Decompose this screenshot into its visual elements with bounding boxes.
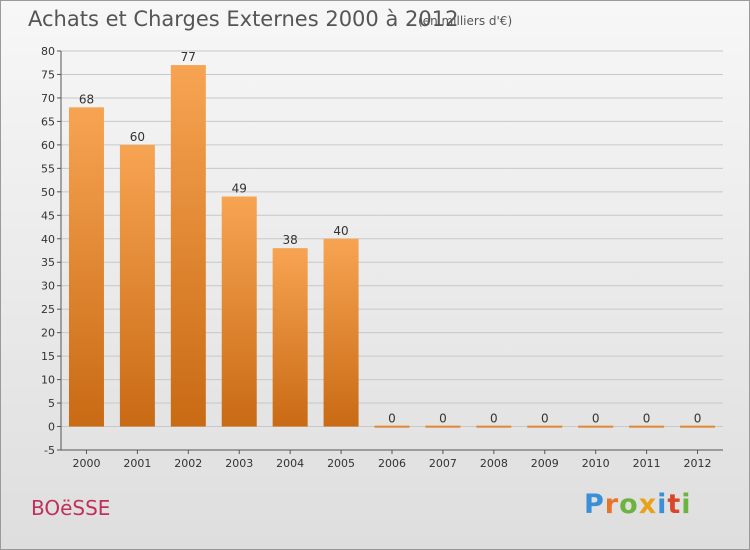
x-tick-label: 2009 [531,457,559,470]
y-tick-label: 5 [48,397,55,410]
x-tick-label: 2001 [123,457,151,470]
x-tick-label: 2004 [276,457,304,470]
bar-2010 [578,425,614,428]
logo-letter: o [619,489,639,520]
x-tick-label: 2006 [378,457,406,470]
x-tick-label: 2000 [72,457,100,470]
logo-letter: i [681,489,692,520]
proxiti-logo: Proxiti [584,489,692,520]
y-tick-label: -5 [44,444,55,457]
x-tick-label: 2003 [225,457,253,470]
data-label: 0 [541,412,549,426]
y-tick-label: 15 [41,350,55,363]
chart-title: Achats et Charges Externes 2000 à 2012 [28,7,459,31]
bar-2002 [170,65,206,427]
data-label: 0 [388,412,396,426]
commune-name: BOëSSE [31,496,111,520]
y-tick-label: 80 [41,45,55,58]
x-tick-label: 2010 [582,457,610,470]
bar-2001 [119,144,155,427]
data-label: 68 [79,92,94,106]
logo-letter: x [638,489,658,520]
x-tick-label: 2005 [327,457,355,470]
bar-2004 [272,248,308,427]
data-label: 38 [283,233,298,247]
logo-letter: i [657,489,668,520]
bar-2009 [527,425,563,428]
logo-letter: t [667,489,682,520]
bar-2003 [221,196,257,427]
data-label: 0 [439,412,447,426]
y-tick-label: 75 [41,68,55,81]
x-tick-label: 2011 [633,457,661,470]
y-tick-label: 40 [41,233,55,246]
data-label: 49 [232,182,247,196]
bar-2005 [323,238,359,427]
y-tick-label: 30 [41,280,55,293]
x-tick-label: 2012 [684,457,712,470]
y-tick-label: 0 [48,421,55,434]
data-label: 40 [333,224,348,238]
x-tick-label: 2002 [174,457,202,470]
data-label: 77 [181,50,196,64]
data-label: 0 [643,412,651,426]
y-tick-label: 45 [41,209,55,222]
axes: -5 0 5 10 15 20 25 30 35 40 45 50 55 60 65 70 75 80 2000 20… [41,45,723,470]
data-label: 0 [490,412,498,426]
logo-letter: r [604,489,620,520]
y-tick-label: 25 [41,303,55,316]
logo-letter: P [584,489,605,520]
y-tick-label: 35 [41,256,55,269]
bar-2006 [374,425,410,428]
y-tick-label: 55 [41,162,55,175]
bars [68,65,716,428]
bar-2012 [680,425,716,428]
y-tick-label: 20 [41,327,55,340]
data-labels: 68 60 77 49 38 40 0 0 0 0 0 0 0 [79,50,702,425]
y-tick-label: 10 [41,374,55,387]
y-tick-label: 65 [41,115,55,128]
chart-subtitle: (en milliers d'€) [418,14,513,28]
bar-2007 [425,425,461,428]
x-tick-label: 2007 [429,457,457,470]
grid-lines [61,50,723,451]
bar-2008 [476,425,512,428]
y-tick-label: 60 [41,139,55,152]
data-label: 0 [694,412,702,426]
bar-2000 [68,107,104,427]
bar-2011 [629,425,665,428]
x-tick-label: 2008 [480,457,508,470]
y-tick-label: 70 [41,92,55,105]
y-tick-label: 50 [41,186,55,199]
data-label: 0 [592,412,600,426]
data-label: 60 [130,130,145,144]
